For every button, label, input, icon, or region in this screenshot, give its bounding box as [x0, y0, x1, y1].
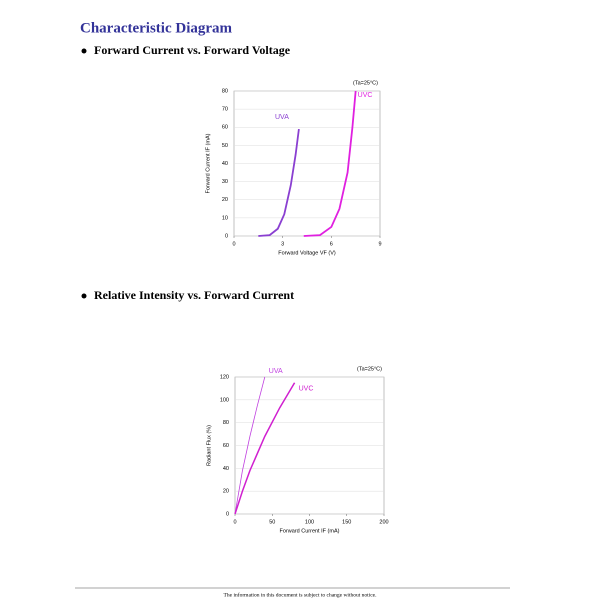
section-heading: Forward Current vs. Forward Voltage — [94, 43, 291, 57]
y-tick-label: 60 — [222, 125, 228, 131]
doc-title: Characteristic Diagram — [80, 20, 233, 36]
y-tick-label: 0 — [226, 511, 229, 517]
annotation: (Ta=25°C) — [353, 80, 378, 86]
x-tick-label: 50 — [269, 519, 275, 525]
y-tick-label: 0 — [225, 233, 228, 239]
annotation: (Ta=25°C) — [357, 366, 382, 372]
x-tick-label: 9 — [378, 241, 381, 247]
series-line — [258, 128, 300, 237]
x-axis-label: Forward Voltage VF (V) — [278, 250, 336, 256]
legend-label: UVC — [299, 386, 314, 393]
bullet — [81, 48, 87, 54]
legend-label: UVC — [358, 92, 373, 99]
y-tick-label: 10 — [222, 215, 228, 221]
y-tick-label: 100 — [220, 397, 229, 403]
y-tick-label: 70 — [222, 107, 228, 113]
y-tick-label: 50 — [222, 143, 228, 149]
y-axis-label: Radiant Flux (%) — [206, 425, 212, 466]
x-tick-label: 0 — [232, 241, 235, 247]
y-tick-label: 80 — [223, 420, 229, 426]
y-tick-label: 80 — [222, 88, 228, 94]
x-tick-label: 150 — [342, 519, 351, 525]
x-axis-label: Forward Current IF (mA) — [280, 528, 340, 534]
y-tick-label: 120 — [220, 374, 229, 380]
section-heading: Relative Intensity vs. Forward Current — [94, 288, 294, 302]
x-tick-label: 3 — [281, 241, 284, 247]
y-axis-label: Forward Current IF (mA) — [205, 133, 211, 193]
y-tick-label: 40 — [223, 466, 229, 472]
y-tick-label: 20 — [222, 197, 228, 203]
series-line — [303, 90, 357, 237]
y-tick-label: 40 — [222, 161, 228, 167]
x-tick-label: 200 — [379, 519, 388, 525]
y-tick-label: 20 — [223, 489, 229, 495]
legend-label: UVA — [269, 368, 283, 375]
x-tick-label: 6 — [330, 241, 333, 247]
footer-text: The information in this document is subj… — [224, 591, 378, 598]
series-line — [234, 376, 266, 515]
y-tick-label: 30 — [222, 179, 228, 185]
y-tick-label: 60 — [223, 443, 229, 449]
bullet — [81, 293, 87, 299]
x-tick-label: 100 — [305, 519, 314, 525]
series-line — [234, 382, 296, 515]
legend-label: UVA — [275, 114, 289, 121]
x-tick-label: 0 — [233, 519, 236, 525]
